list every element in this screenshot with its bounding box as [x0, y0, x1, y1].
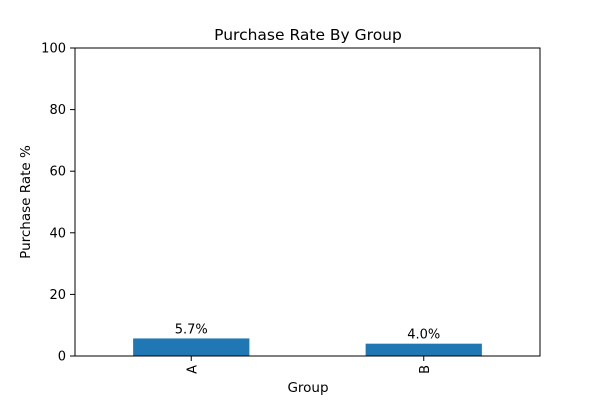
data-label-A: 5.7%	[175, 322, 208, 337]
y-tick-label: 100	[41, 42, 66, 57]
x-tick-label: B	[418, 365, 433, 374]
y-tick-label: 60	[49, 165, 66, 180]
x-axis-label: Group	[287, 380, 328, 396]
y-tick-label: 40	[49, 226, 66, 241]
y-tick-label: 80	[49, 103, 66, 118]
y-axis-ticks: 0 20 40 60 80 100	[41, 42, 75, 365]
y-tick-label: 20	[49, 288, 66, 303]
bars-group	[133, 338, 482, 356]
data-labels-group: 5.7% 4.0%	[175, 322, 441, 342]
chart-title: Purchase Rate By Group	[214, 26, 402, 44]
bar-B	[365, 343, 482, 356]
x-tick-label: A	[185, 365, 200, 374]
y-axis-label: Purchase Rate %	[18, 145, 34, 259]
data-label-B: 4.0%	[407, 328, 440, 343]
plot-frame	[74, 47, 541, 357]
y-tick-label: 0	[58, 350, 66, 365]
bar-A	[133, 338, 250, 356]
